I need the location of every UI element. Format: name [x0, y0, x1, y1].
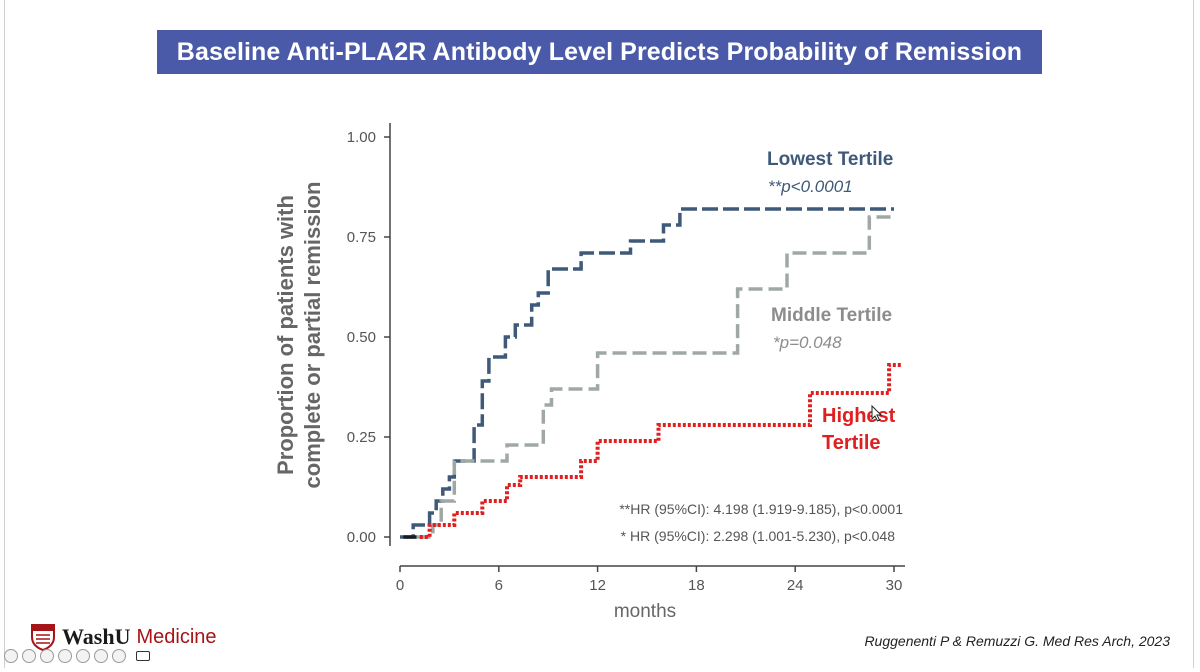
zoom-icon[interactable]: [76, 649, 90, 663]
y-tick-label: 0.25: [347, 429, 376, 446]
logo-medicine: Medicine: [136, 625, 217, 648]
series-line-middle-tertile: [416, 215, 894, 539]
x-tick-label: 0: [396, 577, 404, 594]
highest-tertile-label-line2: Tertile: [822, 432, 881, 454]
lowest-tertile-pvalue: **p<0.0001: [768, 177, 853, 196]
slide-toolbar: [4, 646, 150, 666]
x-tick-label: 18: [688, 577, 705, 594]
citation: Ruggenenti P & Remuzzi G. Med Res Arch, …: [864, 633, 1170, 649]
slides-grid-icon[interactable]: [58, 649, 72, 663]
mouse-cursor-icon: [871, 404, 883, 422]
y-axis-label-line2: complete or partial remission: [300, 182, 325, 489]
x-tick-label: 24: [787, 577, 804, 594]
series-line-lowest-tertile: [400, 207, 894, 539]
x-axis-label: months: [614, 601, 676, 622]
camera-icon[interactable]: [136, 651, 150, 661]
hr-line-1: **HR (95%CI): 4.198 (1.919-9.185), p<0.0…: [619, 501, 903, 517]
previous-slide-icon[interactable]: [4, 649, 18, 663]
y-ticks: 0.00 0.25 0.50 0.75 1.00: [347, 129, 390, 546]
middle-tertile-pvalue: *p=0.048: [773, 333, 842, 352]
washu-logo: WashU Medicine: [30, 622, 217, 652]
y-tick-label: 1.00: [347, 129, 376, 146]
x-tick-label: 6: [495, 577, 503, 594]
lowest-tertile-label: Lowest Tertile: [767, 149, 893, 170]
logo-wordmark: WashU: [62, 624, 131, 649]
y-tick-label: 0.50: [347, 329, 376, 346]
slide-frame: [4, 0, 1194, 668]
x-ticks: 0 6 12 18 24 30: [396, 566, 903, 594]
series-line-highest-tertile: [419, 363, 903, 539]
y-tick-label: 0.00: [347, 529, 376, 546]
x-tick-label: 30: [886, 577, 903, 594]
subtitles-icon[interactable]: [94, 649, 108, 663]
pen-icon[interactable]: [40, 649, 54, 663]
y-axis-label-line1: Proportion of patients with: [273, 195, 298, 475]
x-tick-label: 12: [589, 577, 606, 594]
more-options-icon[interactable]: [112, 649, 126, 663]
hr-line-2: * HR (95%CI): 2.298 (1.001-5.230), p<0.0…: [621, 528, 896, 544]
middle-tertile-label: Middle Tertile: [771, 305, 892, 326]
next-slide-icon[interactable]: [22, 649, 36, 663]
series-group: [400, 207, 903, 539]
slide-title: Baseline Anti-PLA2R Antibody Level Predi…: [157, 30, 1042, 74]
highest-tertile-label-line1: Highest: [822, 405, 896, 427]
y-tick-label: 0.75: [347, 229, 376, 246]
